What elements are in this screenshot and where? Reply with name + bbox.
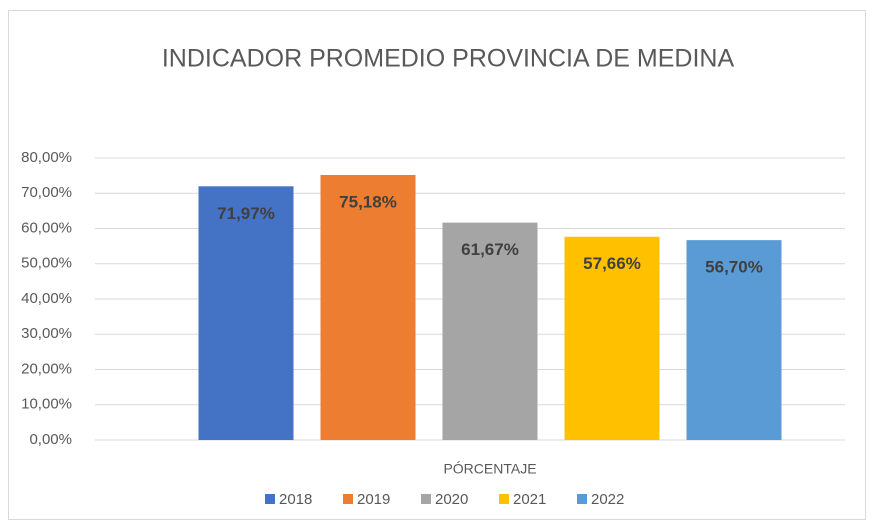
legend-swatch bbox=[499, 494, 509, 504]
y-tick-label: 10,00% bbox=[21, 396, 72, 413]
data-label: 71,97% bbox=[217, 204, 275, 223]
legend-swatch bbox=[421, 494, 431, 504]
y-tick-label: 70,00% bbox=[21, 184, 72, 201]
y-tick-label: 80,00% bbox=[21, 149, 72, 166]
x-tick-label: PÓRCENTAJE bbox=[443, 461, 536, 477]
data-label: 61,67% bbox=[461, 240, 519, 259]
y-tick-label: 40,00% bbox=[21, 290, 72, 307]
legend-label: 2022 bbox=[591, 491, 624, 508]
bar bbox=[198, 186, 294, 440]
legend-swatch bbox=[265, 494, 275, 504]
bar bbox=[320, 174, 416, 441]
legend-swatch bbox=[577, 494, 587, 504]
legend-label: 2021 bbox=[513, 491, 546, 508]
y-tick-label: 60,00% bbox=[21, 219, 72, 236]
data-label: 75,18% bbox=[339, 192, 397, 211]
data-label: 56,70% bbox=[705, 258, 763, 277]
y-tick-label: 0,00% bbox=[29, 431, 72, 448]
data-label: 57,66% bbox=[583, 254, 641, 273]
legend-label: 2018 bbox=[279, 491, 312, 508]
legend-swatch bbox=[343, 494, 353, 504]
y-tick-label: 20,00% bbox=[21, 360, 72, 377]
bar bbox=[686, 240, 782, 440]
bar bbox=[564, 236, 660, 440]
legend-label: 2020 bbox=[435, 491, 468, 508]
y-tick-label: 50,00% bbox=[21, 255, 72, 272]
legend-label: 2019 bbox=[357, 491, 390, 508]
chart-title: INDICADOR PROMEDIO PROVINCIA DE MEDINA bbox=[162, 45, 735, 73]
bar bbox=[442, 222, 538, 440]
y-tick-label: 30,00% bbox=[21, 325, 72, 342]
